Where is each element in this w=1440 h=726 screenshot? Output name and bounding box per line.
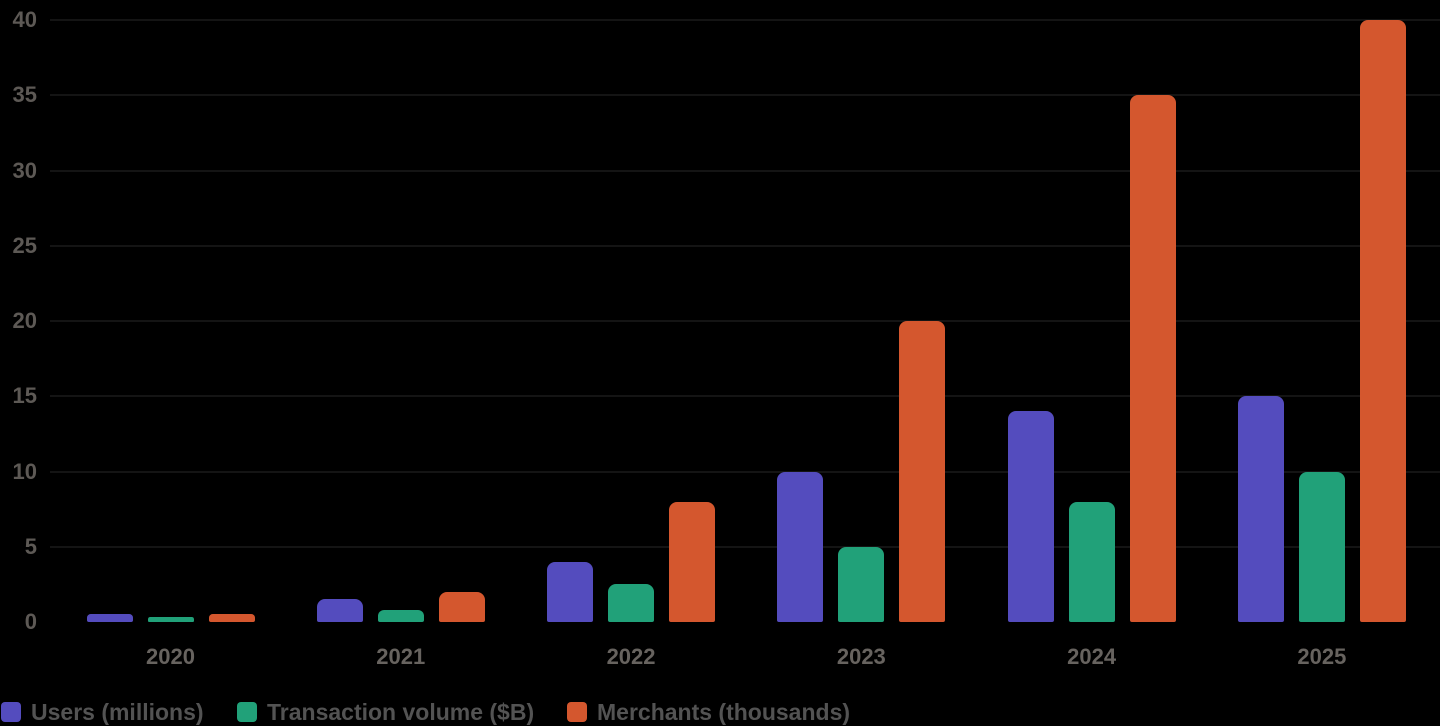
x-tick-label-2025: 2025 [1297, 644, 1347, 669]
bar-2020-series-1[interactable] [147, 617, 194, 622]
y-tick-label-5: 5 [24, 533, 37, 559]
gridline-5 [50, 545, 1440, 548]
legend-label: Merchants (thousands) [597, 699, 851, 725]
bar-2020-series-0[interactable] [86, 614, 133, 622]
x-tick-label-2022: 2022 [606, 644, 656, 669]
bar-2024-series-1[interactable] [1068, 501, 1115, 622]
bar-2021-series-1[interactable] [377, 609, 424, 622]
bar-2025-series-0[interactable] [1237, 396, 1284, 622]
legend-swatch-icon [567, 702, 587, 722]
legend-label: Users (millions) [31, 699, 204, 725]
bar-2023-series-1[interactable] [838, 546, 885, 622]
y-tick-label-35: 35 [12, 82, 37, 108]
bar-2021-series-2[interactable] [438, 591, 485, 622]
y-tick-label-25: 25 [12, 232, 37, 258]
legend-label: Transaction volume ($B) [267, 699, 535, 725]
x-tick-label-2023: 2023 [836, 644, 886, 669]
gridline-40 [50, 19, 1440, 21]
legend-swatch-icon [237, 702, 257, 722]
bar-2022-series-1[interactable] [608, 584, 655, 622]
bar-2022-series-2[interactable] [669, 501, 716, 622]
gridline-25 [50, 244, 1440, 247]
y-tick-label-40: 40 [12, 7, 37, 32]
legend-item-1[interactable]: Transaction volume ($B) [237, 698, 534, 726]
gridline-10 [50, 470, 1440, 473]
gridline-15 [50, 395, 1440, 398]
y-tick-label-20: 20 [12, 308, 37, 333]
bar-2025-series-1[interactable] [1298, 471, 1345, 622]
gridline-35 [50, 94, 1440, 97]
bar-2023-series-2[interactable] [899, 321, 946, 622]
y-tick-label-0: 0 [24, 609, 37, 634]
legend-swatch-icon [1, 702, 21, 722]
gridline-20 [50, 320, 1440, 322]
legend-item-2[interactable]: Merchants (thousands) [567, 698, 850, 726]
bar-2021-series-0[interactable] [316, 599, 363, 622]
bar-2023-series-0[interactable] [777, 471, 824, 622]
bar-2024-series-0[interactable] [1007, 411, 1054, 622]
x-tick-label-2020: 2020 [146, 644, 195, 669]
bar-2022-series-0[interactable] [547, 561, 594, 622]
x-tick-label-2021: 2021 [376, 644, 426, 669]
gridline-30 [50, 169, 1440, 172]
bar-2025-series-2[interactable] [1359, 20, 1406, 622]
bar-2024-series-2[interactable] [1129, 95, 1176, 622]
bar-2020-series-2[interactable] [208, 614, 255, 622]
y-tick-label-15: 15 [12, 383, 37, 409]
x-tick-label-2024: 2024 [1067, 644, 1117, 669]
legend-item-0[interactable]: Users (millions) [1, 698, 204, 726]
y-tick-label-30: 30 [12, 157, 37, 183]
legend: Users (millions) Transaction volume ($B) M… [0, 698, 1440, 726]
y-tick-label-10: 10 [12, 458, 37, 484]
